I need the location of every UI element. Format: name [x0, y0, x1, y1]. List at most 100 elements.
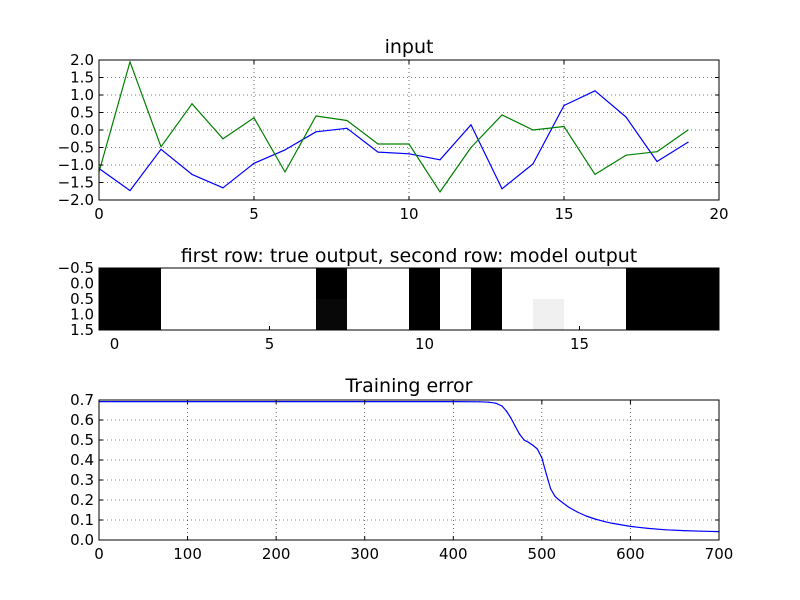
- heatmap-cell: [316, 299, 348, 331]
- heatmap-cell: [564, 268, 596, 300]
- data-point: [377, 151, 379, 153]
- data-point: [625, 154, 627, 156]
- y-tick-label: −1.5: [58, 174, 94, 192]
- y-tick-label: −1.0: [58, 156, 94, 174]
- data-point: [514, 425, 516, 427]
- data-point: [191, 173, 193, 176]
- data-point: [222, 187, 224, 189]
- heatmap-cell: [471, 299, 503, 331]
- heatmap-cell: [440, 268, 472, 300]
- heatmap-cell: [626, 268, 658, 300]
- data-point: [488, 401, 490, 403]
- heatmap-cell: [99, 268, 131, 300]
- data-point: [576, 511, 578, 513]
- data-point: [439, 159, 441, 161]
- heatmap-cell: [347, 299, 379, 331]
- heatmap-cell: [564, 299, 596, 331]
- data-point: [558, 499, 561, 501]
- data-point: [501, 188, 503, 190]
- series-line-1: [98, 90, 689, 192]
- data-point: [603, 520, 605, 523]
- x-tick-label: 400: [439, 545, 468, 563]
- output-heatmap-ticks: 0 5 10 15 −0.50.00.51.01.5: [58, 259, 589, 353]
- x-tick-label: 10: [399, 205, 418, 223]
- data-point: [346, 127, 348, 129]
- data-point: [191, 103, 193, 105]
- heatmap-cell: [440, 299, 472, 331]
- data-point: [656, 151, 658, 153]
- data-point: [519, 433, 521, 435]
- training-error-frame: [98, 399, 720, 541]
- heatmap-cell: [657, 268, 689, 300]
- output-heatmap-cells: [99, 268, 720, 331]
- data-point: [563, 125, 565, 128]
- heatmap-cell: [223, 299, 255, 331]
- heatmap-cell: [688, 268, 720, 300]
- data-point: [563, 104, 565, 107]
- y-tick-label: 0.5: [70, 431, 94, 449]
- heatmap-cell: [409, 299, 441, 331]
- y-tick-label: −0.5: [58, 259, 94, 277]
- heatmap-cell: [688, 299, 720, 331]
- heatmap-cell: [99, 299, 131, 331]
- y-tick-label: −0.5: [58, 139, 94, 157]
- data-point: [550, 488, 552, 490]
- data-point: [284, 171, 286, 173]
- data-point: [700, 530, 702, 532]
- y-tick-label: 1.0: [70, 86, 94, 104]
- x-tick-label: 15: [570, 335, 589, 353]
- x-tick-label: 100: [173, 545, 202, 563]
- heatmap-cell: [130, 299, 162, 331]
- x-tick-label: 5: [249, 205, 259, 223]
- y-tick-label: 0.0: [70, 275, 94, 293]
- heatmap-cell: [378, 268, 410, 300]
- data-point: [532, 129, 534, 131]
- data-point: [647, 527, 649, 530]
- x-tick-label: 15: [554, 205, 573, 223]
- heatmap-cell: [254, 299, 286, 331]
- x-tick-label: 600: [616, 545, 645, 563]
- data-point: [554, 495, 556, 497]
- training-error-title: Training error: [344, 375, 472, 397]
- training-error-chart: Training error 0 100 200 300 400 500 600 700 0.7…: [70, 375, 733, 563]
- x-tick-label: 0: [94, 205, 104, 223]
- output-heatmap: first row: true output, second row: mode…: [58, 245, 720, 353]
- data-point: [501, 114, 503, 116]
- y-tick-label: 0.2: [70, 491, 94, 509]
- x-tick-label: 700: [705, 545, 734, 563]
- heatmap-cell: [254, 268, 286, 300]
- data-point: [377, 143, 379, 145]
- input-chart: input 0 5 10 15 20 2.01.51.00.50.0−0.5−1.0−1.…: [58, 36, 729, 223]
- data-point: [629, 525, 632, 528]
- training-error-ticks: 0 100 200 300 400 500 600 700 0.7 0.6 0.5 0.4 0.3 0.2…: [70, 391, 733, 563]
- data-point: [594, 90, 596, 92]
- y-tick-label: 0.5: [70, 290, 94, 308]
- heatmap-cell: [595, 268, 627, 300]
- heatmap-cell: [285, 268, 317, 300]
- data-point: [495, 402, 497, 404]
- data-point: [656, 160, 658, 163]
- data-point: [439, 191, 441, 193]
- data-point: [665, 529, 667, 531]
- heatmap-cell: [595, 299, 627, 331]
- data-point: [536, 448, 539, 450]
- y-tick-label: −2.0: [58, 191, 94, 209]
- data-point: [567, 506, 570, 508]
- data-point: [222, 138, 224, 140]
- data-point: [479, 401, 481, 403]
- data-point: [284, 149, 286, 151]
- data-point: [408, 143, 410, 145]
- input-chart-series: [98, 61, 689, 193]
- x-tick-label: 0: [94, 545, 104, 563]
- input-chart-grid: [99, 60, 719, 200]
- data-point: [408, 153, 410, 155]
- heatmap-cell: [657, 299, 689, 331]
- x-tick-label: 200: [262, 545, 291, 563]
- data-point: [315, 131, 317, 133]
- training-error-series: [98, 401, 720, 533]
- y-tick-label: 2.0: [70, 51, 94, 69]
- data-point: [523, 439, 525, 441]
- heatmap-cell: [192, 299, 224, 331]
- data-point: [527, 441, 530, 443]
